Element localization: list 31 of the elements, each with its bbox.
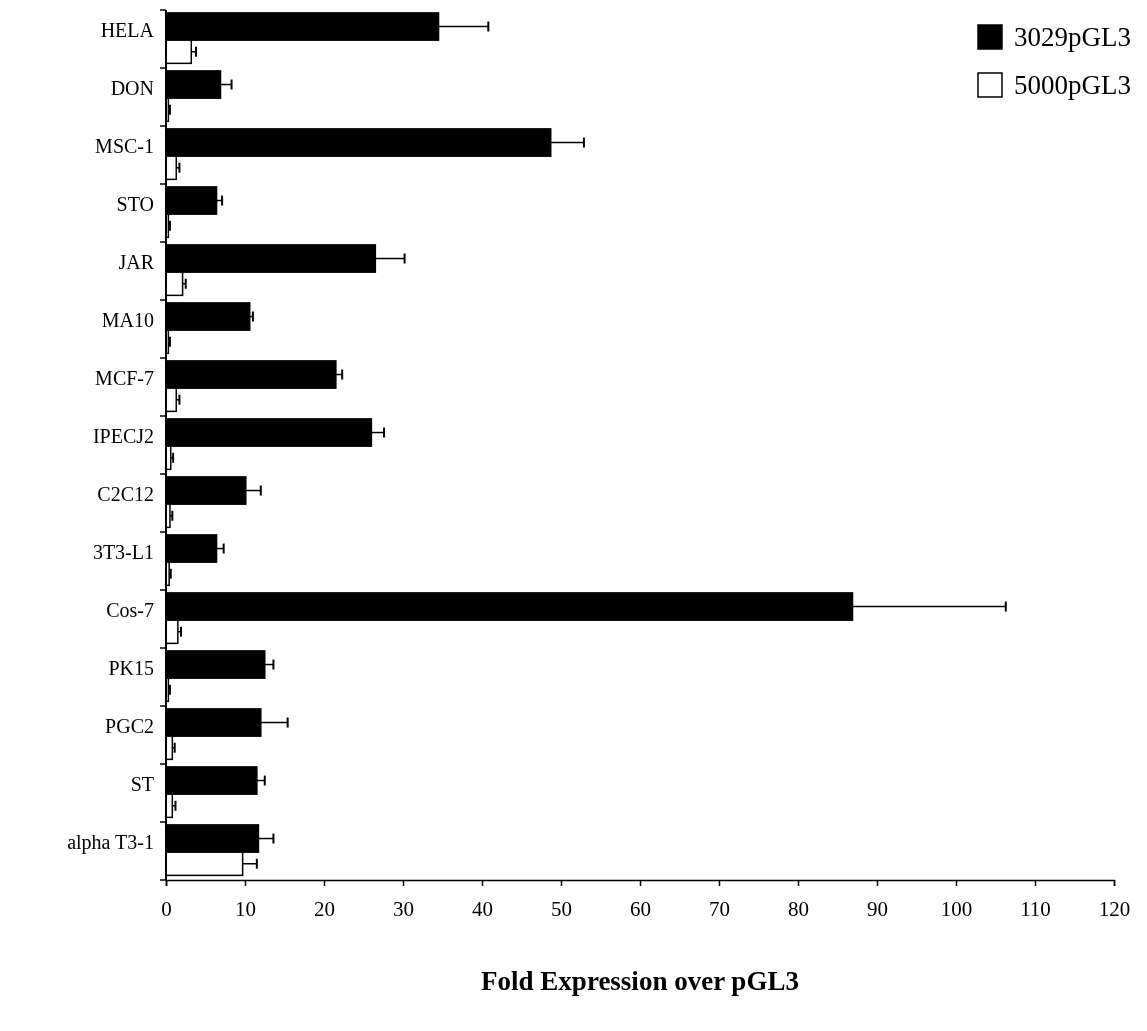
x-tick-label: 60 xyxy=(630,897,651,922)
y-tick-label: PGC2 xyxy=(105,715,154,738)
x-tick-label: 30 xyxy=(393,897,414,922)
legend-label: 3029pGL3 xyxy=(1014,22,1131,53)
x-tick-label: 50 xyxy=(551,897,572,922)
x-tick-label: 20 xyxy=(314,897,335,922)
x-tick-label: 90 xyxy=(867,897,888,922)
x-tick-label: 40 xyxy=(472,897,493,922)
y-tick-label: 3T3-L1 xyxy=(92,541,154,564)
y-tick-label: MCF-7 xyxy=(95,367,154,390)
y-tick-label: JAR xyxy=(118,251,155,274)
y-tick-label: IPECJ2 xyxy=(92,425,154,448)
x-tick-label: 70 xyxy=(709,897,730,922)
y-tick-label: DON xyxy=(110,77,154,100)
y-tick-label: STO xyxy=(116,193,154,216)
y-tick-label: HELA xyxy=(100,19,155,42)
y-tick-label: MA10 xyxy=(101,309,154,332)
x-tick-label: 0 xyxy=(161,897,172,922)
y-tick-label: MSC-1 xyxy=(95,135,154,158)
x-tick-label: 110 xyxy=(1020,897,1051,922)
x-axis-title: Fold Expression over pGL3 xyxy=(481,966,799,996)
y-tick-label: C2C12 xyxy=(97,483,154,506)
y-tick-label: PK15 xyxy=(108,657,154,680)
y-tick-label: alpha T3-1 xyxy=(67,831,154,855)
y-tick-label: ST xyxy=(130,773,154,796)
x-tick-label: 120 xyxy=(1098,897,1131,922)
x-tick-label: 80 xyxy=(788,897,809,922)
x-tick-label: 10 xyxy=(235,897,256,922)
legend-label: 5000pGL3 xyxy=(1014,70,1131,101)
y-tick-label: Cos-7 xyxy=(106,599,154,622)
x-tick-label: 100 xyxy=(940,897,973,922)
